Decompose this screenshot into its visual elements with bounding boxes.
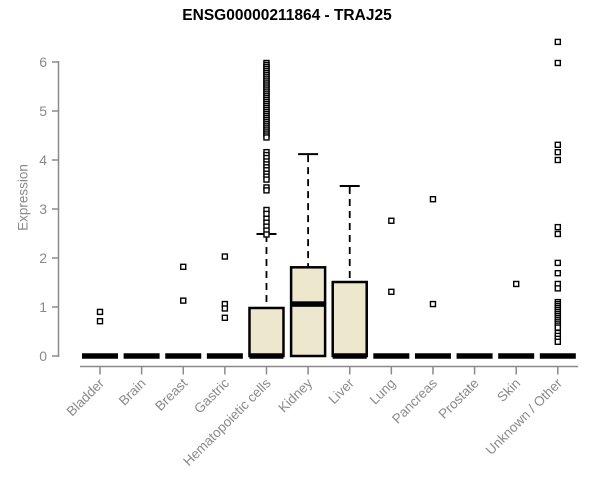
outlier-point-unknown-other	[554, 230, 562, 238]
median-line-brain	[123, 353, 160, 359]
median-line-prostate	[456, 353, 493, 359]
median-line-hematopoietic-cells	[249, 353, 284, 359]
x-category-label-lung: Lung	[367, 376, 399, 408]
y-tick-label: 1	[39, 299, 47, 315]
outlier-point-gastric	[221, 314, 229, 321]
median-line-kidney	[291, 301, 326, 307]
x-category-label-prostate: Prostate	[436, 376, 482, 422]
box-kidney	[289, 266, 327, 358]
median-line-unknown-other	[539, 353, 576, 359]
y-tick-label: 5	[39, 103, 47, 119]
x-category-label-skin: Skin	[494, 376, 523, 405]
outlier-point-unknown-other	[554, 141, 562, 149]
outlier-point-hematopoietic-cells	[263, 231, 270, 238]
outlier-point-breast	[180, 263, 187, 271]
outlier-point-pancreas	[429, 300, 437, 308]
median-line-skin	[498, 353, 535, 359]
x-category-label-pancreas: Pancreas	[389, 375, 440, 426]
outlier-point-gastric	[221, 305, 229, 312]
outlier-point-lung	[388, 217, 395, 224]
outlier-point-lung	[388, 288, 395, 296]
outlier-point-breast	[180, 297, 187, 304]
outlier-point-hematopoietic-cells	[263, 134, 270, 141]
outlier-point-bladder	[96, 318, 104, 325]
median-line-gastric	[206, 353, 243, 359]
y-tick-label: 2	[39, 250, 47, 266]
x-category-label-breast: Breast	[152, 375, 190, 413]
median-line-pancreas	[414, 353, 451, 359]
outlier-point-pancreas	[429, 195, 437, 203]
outlier-point-bladder	[96, 308, 104, 316]
y-tick-label: 6	[39, 54, 47, 70]
median-line-liver	[332, 353, 367, 359]
outlier-point-unknown-other	[554, 223, 562, 231]
outlier-point-skin	[513, 280, 520, 288]
x-category-label-kidney: Kidney	[275, 375, 315, 415]
box-hematopoietic-cells	[248, 306, 285, 358]
outlier-point-unknown-other	[554, 148, 562, 156]
outlier-point-unknown-other	[554, 338, 562, 345]
y-tick-label: 3	[39, 201, 47, 217]
median-line-lung	[373, 353, 410, 359]
outlier-point-unknown-other	[554, 285, 562, 292]
outlier-point-unknown-other	[554, 59, 562, 67]
x-category-label-bladder: Bladder	[64, 375, 108, 419]
median-line-breast	[165, 353, 202, 359]
median-line-bladder	[82, 353, 118, 359]
chart-title: ENSG00000211864 - TRAJ25	[182, 7, 392, 24]
x-category-label-brain: Brain	[116, 376, 149, 409]
outlier-point-unknown-other	[554, 38, 562, 46]
x-category-label-liver: Liver	[326, 375, 358, 407]
y-tick-label: 4	[39, 152, 47, 168]
y-tick-label: 0	[39, 348, 47, 364]
x-category-label-unknown-other: Unknown / Other	[483, 375, 566, 458]
outlier-point-unknown-other	[554, 259, 562, 267]
outlier-point-unknown-other	[554, 269, 562, 277]
outlier-point-hematopoietic-cells	[263, 176, 270, 183]
outlier-point-unknown-other	[554, 156, 562, 164]
x-category-label-gastric: Gastric	[191, 375, 232, 416]
outlier-point-gastric	[221, 253, 229, 260]
outlier-point-unknown-other	[554, 324, 562, 331]
box-liver	[331, 280, 368, 358]
outlier-point-hematopoietic-cells	[263, 187, 270, 194]
